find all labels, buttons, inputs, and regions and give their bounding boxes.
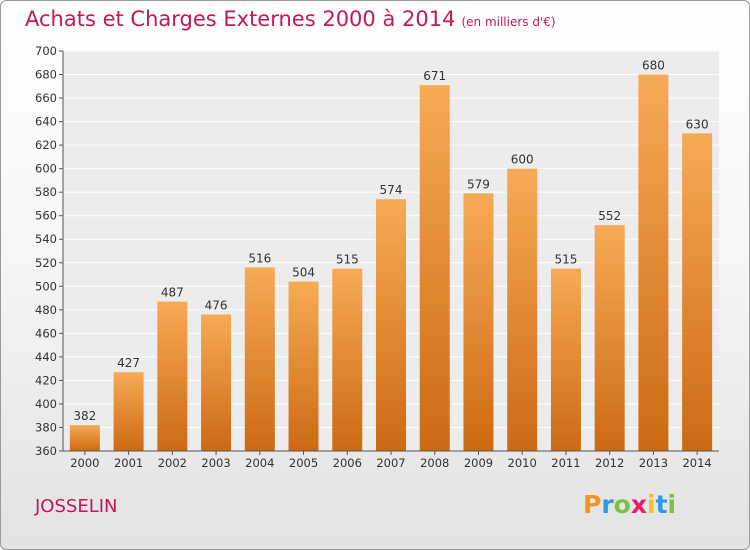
chart-title: Achats et Charges Externes 2000 à 2014 (e… [25, 7, 556, 31]
x-tick-label: 2014 [682, 456, 711, 470]
x-axis-ticks: 2000 2001 2002 2003 2004 2005 2006 2007 2008 2009… [70, 451, 712, 470]
y-tick-label: 680 [35, 68, 57, 82]
value-label: 476 [205, 299, 228, 313]
bar [69, 425, 100, 451]
value-label: 574 [380, 183, 403, 197]
bar [113, 372, 144, 451]
value-label: 579 [467, 177, 490, 191]
bar [288, 281, 319, 451]
value-label: 516 [248, 251, 271, 265]
location-label: JOSSELIN [35, 496, 118, 517]
value-labels: 382 427 487 476 516 504 515 574 671 579 600 515 552 6… [73, 59, 708, 424]
x-tick-label: 2009 [464, 456, 493, 470]
x-tick-label: 2003 [201, 456, 230, 470]
value-label: 487 [161, 286, 184, 300]
value-label: 630 [686, 117, 709, 131]
x-tick-label: 2010 [508, 456, 537, 470]
bar [201, 314, 232, 451]
y-tick-label: 660 [35, 91, 57, 105]
bar [244, 267, 275, 451]
bar [463, 193, 494, 451]
x-tick-label: 2007 [376, 456, 405, 470]
y-tick-label: 460 [35, 326, 57, 340]
y-tick-label: 440 [35, 350, 57, 364]
y-tick-label: 700 [35, 44, 57, 58]
y-tick-label: 380 [35, 420, 57, 434]
x-tick-label: 2013 [639, 456, 668, 470]
x-tick-label: 2002 [158, 456, 187, 470]
x-tick-label: 2011 [551, 456, 580, 470]
bar [594, 225, 625, 451]
bar [419, 85, 450, 451]
x-tick-label: 2006 [333, 456, 362, 470]
x-tick-label: 2004 [245, 456, 274, 470]
value-label: 515 [554, 253, 577, 267]
y-tick-label: 360 [35, 444, 57, 458]
brand-letter: i [667, 490, 677, 519]
y-tick-label: 580 [35, 185, 57, 199]
y-axis-ticks: 360 380 400 420 440 460 480 500 520 540 560 580 600 6… [35, 44, 63, 458]
y-tick-label: 540 [35, 232, 57, 246]
y-tick-label: 500 [35, 279, 57, 293]
bars [69, 74, 713, 451]
y-tick-label: 560 [35, 209, 57, 223]
value-label: 515 [336, 253, 359, 267]
y-tick-label: 640 [35, 115, 57, 129]
unit-note: (en milliers d'€) [461, 15, 556, 29]
brand-letter: o [613, 490, 631, 519]
bar [332, 268, 363, 451]
y-tick-label: 480 [35, 303, 57, 317]
x-tick-label: 2012 [595, 456, 624, 470]
bar [376, 199, 406, 451]
brand-letter: t [655, 490, 668, 519]
chart-title-text: Achats et Charges Externes 2000 à 2014 [25, 7, 456, 31]
bar [550, 268, 581, 451]
bar [507, 168, 538, 451]
brand-letter: P [583, 490, 602, 519]
x-tick-label: 2000 [70, 456, 99, 470]
x-tick-label: 2008 [420, 456, 449, 470]
x-tick-label: 2001 [114, 456, 143, 470]
value-label: 382 [73, 409, 96, 423]
y-tick-label: 420 [35, 373, 57, 387]
value-label: 427 [117, 356, 140, 370]
value-label: 600 [511, 153, 534, 167]
bar [638, 74, 669, 451]
value-label: 671 [423, 69, 446, 83]
value-label: 504 [292, 266, 315, 280]
bar [682, 133, 713, 451]
brand-logo: Proxiti [583, 490, 676, 519]
y-tick-label: 600 [35, 162, 57, 176]
value-label: 680 [642, 59, 665, 73]
brand-letter: r [601, 490, 614, 519]
brand-letter: x [630, 490, 647, 519]
brand-letter: i [647, 490, 656, 519]
value-label: 552 [598, 209, 621, 223]
y-tick-label: 520 [35, 256, 57, 270]
bar [157, 301, 188, 451]
y-tick-label: 620 [35, 138, 57, 152]
y-tick-label: 400 [35, 397, 57, 411]
x-tick-label: 2005 [289, 456, 318, 470]
